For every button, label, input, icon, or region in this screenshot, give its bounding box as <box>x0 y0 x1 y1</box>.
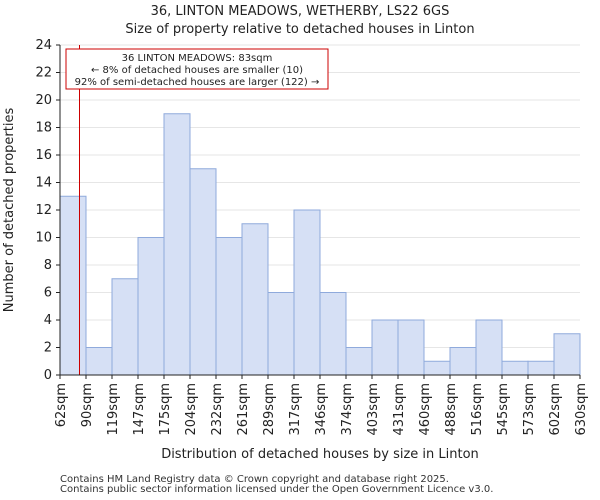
x-tick-label: 545sqm <box>496 383 511 436</box>
histogram-bar <box>501 360 529 376</box>
y-tick-label: 14 <box>35 176 52 191</box>
x-tick-label: 460sqm <box>418 383 433 436</box>
y-tick-label: 10 <box>35 231 52 246</box>
footer-line-2: Contains public sector information licen… <box>60 484 494 495</box>
annotation-line-1: 36 LINTON MEADOWS: 83sqm <box>122 53 273 64</box>
annotation-box: 36 LINTON MEADOWS: 83sqm ← 8% of detache… <box>65 48 329 90</box>
y-tick-label: 2 <box>44 341 52 356</box>
y-tick-label: 12 <box>35 203 52 218</box>
x-tick-label: 516sqm <box>470 383 485 436</box>
x-tick-label: 90sqm <box>80 383 95 427</box>
histogram-bar <box>475 319 503 376</box>
histogram-bar <box>111 278 139 376</box>
x-tick-label: 374sqm <box>340 383 355 436</box>
x-tick-label: 573sqm <box>522 383 537 436</box>
histogram-bar <box>189 168 217 376</box>
x-tick-label: 630sqm <box>574 383 589 436</box>
x-tick-label: 346sqm <box>314 383 329 436</box>
x-tick-label: 261sqm <box>236 383 251 436</box>
y-tick-label: 20 <box>35 93 52 108</box>
annotation-line-3: 92% of semi-detached houses are larger (… <box>75 77 320 88</box>
x-tick-label: 403sqm <box>366 383 381 436</box>
x-tick-label: 232sqm <box>210 383 225 436</box>
x-tick-label: 147sqm <box>132 383 147 436</box>
annotation-line-2: ← 8% of detached houses are smaller (10) <box>91 65 303 76</box>
histogram-bar <box>267 292 295 376</box>
y-tick-label: 16 <box>35 148 52 163</box>
x-tick-label: 289sqm <box>262 383 277 436</box>
x-tick-label: 488sqm <box>444 383 459 436</box>
x-tick-label: 62sqm <box>54 383 69 427</box>
y-tick-label: 4 <box>44 313 52 328</box>
histogram-bar <box>59 195 87 376</box>
x-axis-ticks: 62sqm 90sqm 119sqm 147sqm 175sqm 204sqm 232sqm… <box>54 375 589 436</box>
histogram-bar <box>371 319 399 376</box>
histogram-bar <box>85 347 113 376</box>
bars <box>59 113 581 376</box>
histogram-bar <box>423 360 451 376</box>
histogram-bar <box>241 223 269 376</box>
histogram-bar <box>553 333 581 376</box>
y-tick-label: 18 <box>35 121 52 136</box>
x-tick-label: 119sqm <box>106 383 121 436</box>
x-tick-label: 175sqm <box>158 383 173 436</box>
histogram-bar <box>449 347 477 376</box>
histogram-bar <box>319 292 347 376</box>
footer-line-1: Contains HM Land Registry data © Crown c… <box>60 474 449 485</box>
y-tick-label: 6 <box>44 286 52 301</box>
chart-title: 36, LINTON MEADOWS, WETHERBY, LS22 6GS <box>150 4 450 19</box>
x-tick-label: 431sqm <box>392 383 407 436</box>
y-tick-label: 22 <box>35 66 52 81</box>
histogram-bar <box>527 360 555 376</box>
histogram-bar <box>293 209 321 376</box>
histogram-bar <box>215 237 243 376</box>
y-tick-label: 24 <box>35 38 52 53</box>
histogram-bar <box>137 237 165 376</box>
x-axis-label: Distribution of detached houses by size … <box>161 447 479 462</box>
y-tick-label: 8 <box>44 258 52 273</box>
chart-subtitle: Size of property relative to detached ho… <box>125 22 475 37</box>
histogram-bar <box>397 319 425 376</box>
x-tick-label: 317sqm <box>288 383 303 436</box>
x-tick-label: 204sqm <box>184 383 199 436</box>
y-axis-label: Number of detached properties <box>2 108 17 313</box>
histogram-bar <box>163 113 191 376</box>
x-tick-label: 602sqm <box>548 383 563 436</box>
histogram-bar <box>345 347 373 376</box>
y-tick-label: 0 <box>44 368 52 383</box>
